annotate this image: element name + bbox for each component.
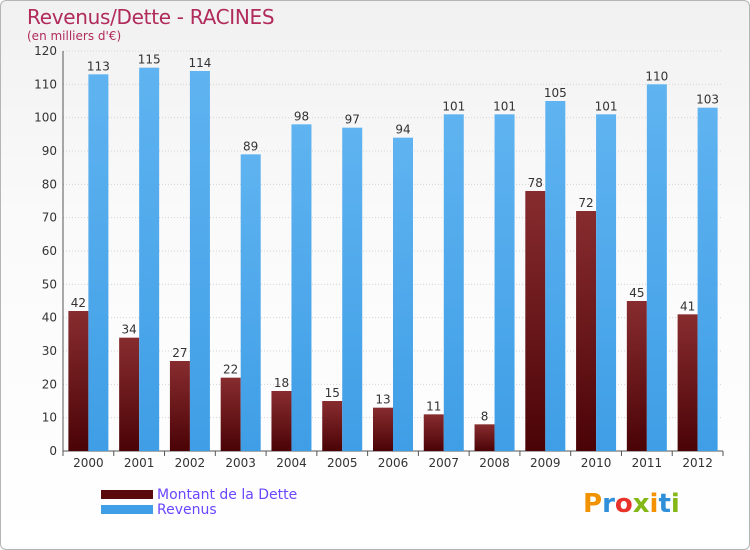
bar-dette xyxy=(474,424,495,451)
data-label-revenus: 115 xyxy=(138,53,161,67)
data-label-dette: 45 xyxy=(629,286,644,300)
bar-dette xyxy=(423,414,444,451)
proxiti-logo: Proxiti xyxy=(583,489,680,519)
bar-revenus xyxy=(88,74,109,451)
y-tick-label: 80 xyxy=(42,177,57,191)
logo-letter: t xyxy=(658,489,671,519)
data-label-revenus: 113 xyxy=(87,59,110,73)
y-tick-label: 30 xyxy=(42,344,57,358)
data-label-dette: 42 xyxy=(71,296,86,310)
data-label-revenus: 94 xyxy=(395,123,410,137)
bar-revenus xyxy=(240,154,261,452)
bar-dette xyxy=(271,391,292,451)
y-tick-label: 70 xyxy=(42,211,57,225)
bar-revenus xyxy=(443,114,464,451)
data-label-dette: 34 xyxy=(122,323,137,337)
data-label-dette: 13 xyxy=(375,393,390,407)
bar-revenus xyxy=(139,67,160,452)
x-tick-label: 2011 xyxy=(632,456,663,470)
y-tick-label: 110 xyxy=(34,77,57,91)
legend-item-dette: Montant de la Dette xyxy=(101,486,298,503)
x-tick-label: 2012 xyxy=(682,456,713,470)
x-tick-label: 2006 xyxy=(378,456,409,470)
bar-dette xyxy=(373,407,393,451)
bar-revenus xyxy=(393,137,413,451)
x-tick-label: 2000 xyxy=(73,456,104,470)
bar-revenus xyxy=(189,71,210,451)
bar-revenus xyxy=(596,114,617,451)
y-tick-label: 90 xyxy=(42,144,57,158)
y-tick-label: 0 xyxy=(49,444,57,458)
data-label-revenus: 101 xyxy=(595,99,618,113)
y-tick-label: 50 xyxy=(42,277,57,291)
chart-subtitle: (en milliers d'€) xyxy=(27,29,122,43)
legend: Montant de la Dette Revenus xyxy=(101,486,298,518)
data-label-revenus: 110 xyxy=(645,69,668,83)
bar-dette xyxy=(626,301,647,451)
data-label-revenus: 114 xyxy=(188,56,211,70)
bar-revenus xyxy=(545,101,566,451)
bar-dette xyxy=(169,361,190,451)
legend-swatch-revenus xyxy=(101,505,153,514)
x-tick-label: 2009 xyxy=(530,456,561,470)
bar-revenus xyxy=(494,114,515,451)
x-tick-label: 2005 xyxy=(327,456,358,470)
x-tick-label: 2001 xyxy=(124,456,155,470)
logo-letter: x xyxy=(632,489,650,519)
bar-revenus xyxy=(291,124,312,451)
bar-dette xyxy=(119,337,140,451)
x-tick-label: 2004 xyxy=(276,456,307,470)
y-tick-label: 20 xyxy=(42,377,57,391)
bar-dette xyxy=(576,211,597,451)
logo-letter: i xyxy=(670,489,680,519)
y-tick-label: 100 xyxy=(34,111,57,125)
data-label-dette: 41 xyxy=(680,299,695,313)
bar-revenus xyxy=(342,127,363,452)
logo-letter: i xyxy=(649,489,659,519)
legend-item-revenus: Revenus xyxy=(101,501,297,518)
y-tick-label: 120 xyxy=(34,44,57,58)
data-label-dette: 8 xyxy=(481,409,489,423)
bar-dette xyxy=(322,401,343,451)
legend-label-dette: Montant de la Dette xyxy=(157,486,298,503)
x-tick-label: 2010 xyxy=(581,456,612,470)
chart-title: Revenus/Dette - RACINES xyxy=(27,5,275,29)
bar-dette xyxy=(525,191,546,451)
data-label-revenus: 98 xyxy=(294,109,309,123)
data-label-dette: 22 xyxy=(223,363,238,377)
data-label-dette: 15 xyxy=(325,386,340,400)
x-tick-label: 2002 xyxy=(175,456,206,470)
bar-revenus xyxy=(697,107,718,452)
data-label-revenus: 103 xyxy=(696,93,719,107)
y-tick-label: 10 xyxy=(42,411,57,425)
data-label-revenus: 105 xyxy=(544,86,567,100)
data-label-revenus: 101 xyxy=(493,99,516,113)
data-label-revenus: 97 xyxy=(345,113,360,127)
y-tick-label: 40 xyxy=(42,311,57,325)
logo-letter: r xyxy=(602,489,615,519)
bar-dette xyxy=(220,377,241,451)
x-tick-label: 2007 xyxy=(428,456,459,470)
bar-dette xyxy=(677,314,698,451)
y-tick-label: 60 xyxy=(42,244,57,258)
data-label-revenus: 101 xyxy=(442,99,465,113)
legend-swatch-dette xyxy=(101,490,153,499)
bar-revenus xyxy=(646,84,667,451)
data-label-dette: 11 xyxy=(426,399,441,413)
x-tick-label: 2008 xyxy=(479,456,510,470)
legend-label-revenus: Revenus xyxy=(157,501,217,518)
bar-dette xyxy=(68,311,89,451)
logo-letter: P xyxy=(583,489,603,519)
data-label-revenus: 89 xyxy=(243,139,258,153)
data-label-dette: 27 xyxy=(172,346,187,360)
x-tick-label: 2003 xyxy=(225,456,256,470)
data-label-dette: 72 xyxy=(578,196,593,210)
logo-letter: o xyxy=(614,489,633,519)
data-label-dette: 18 xyxy=(274,376,289,390)
data-label-dette: 78 xyxy=(528,176,543,190)
